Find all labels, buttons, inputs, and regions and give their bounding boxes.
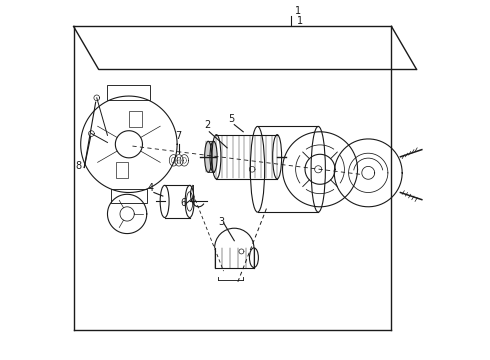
Text: 8: 8 xyxy=(75,161,81,171)
Text: 3: 3 xyxy=(218,217,224,227)
Text: 6: 6 xyxy=(181,198,187,208)
Text: 1: 1 xyxy=(297,16,303,26)
Text: 5: 5 xyxy=(228,114,234,124)
Text: 1: 1 xyxy=(295,6,301,16)
Bar xyxy=(129,111,142,126)
Text: 7: 7 xyxy=(175,131,182,141)
Text: 4: 4 xyxy=(148,184,154,193)
Text: 2: 2 xyxy=(204,120,210,130)
Bar xyxy=(116,162,128,178)
